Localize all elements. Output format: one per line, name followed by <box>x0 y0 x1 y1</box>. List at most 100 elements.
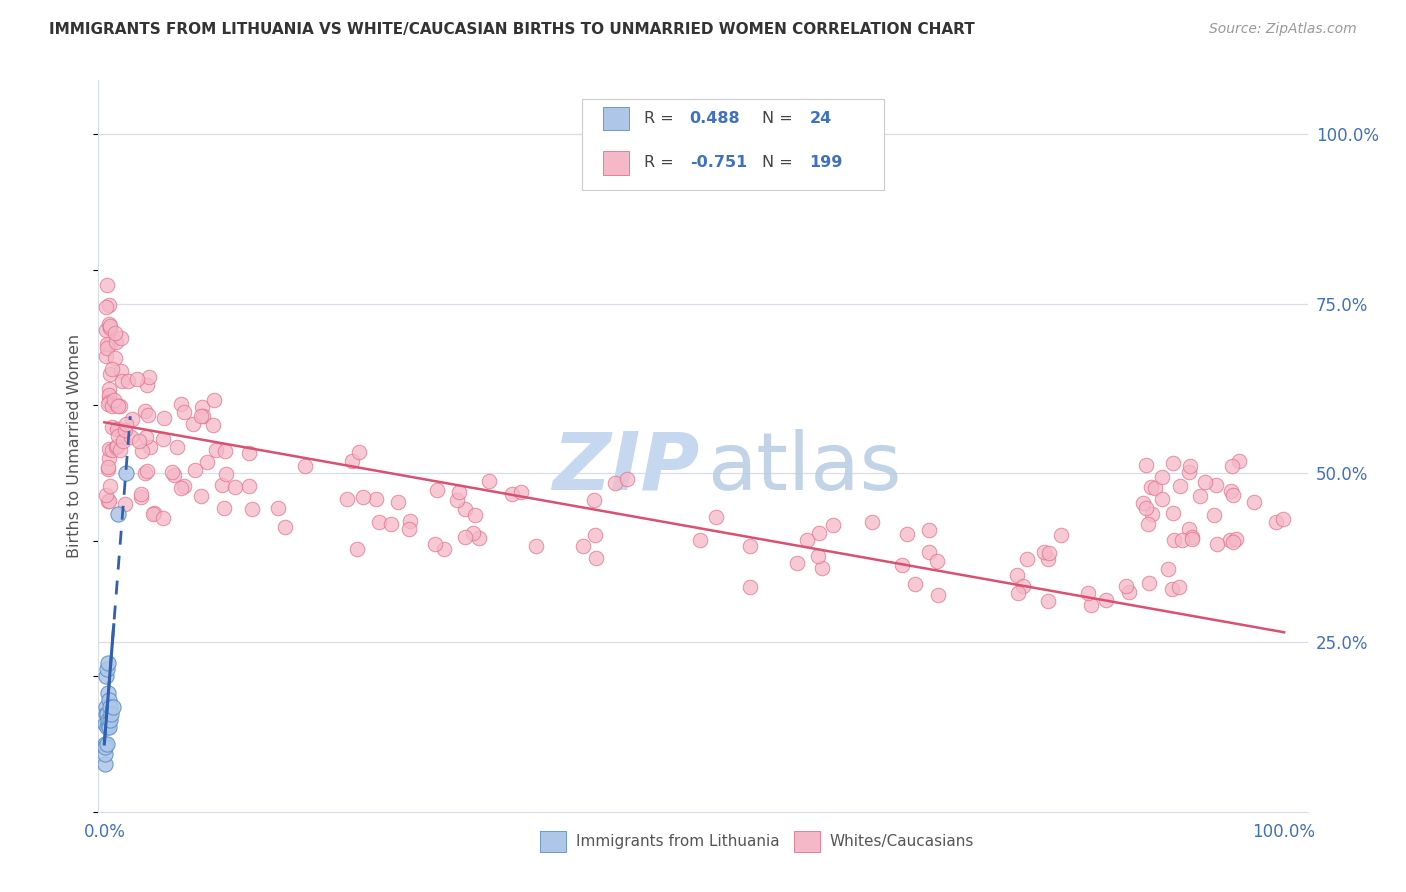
Point <box>128 434 150 449</box>
Point <box>100 706 122 721</box>
Point <box>138 370 160 384</box>
Point <box>98 367 121 381</box>
Point <box>131 443 153 458</box>
Text: atlas: atlas <box>707 429 901 507</box>
Point <box>115 417 138 431</box>
Point <box>184 463 207 477</box>
Point <box>94 747 117 761</box>
Point <box>98 337 121 351</box>
Point <box>94 488 117 502</box>
Point <box>104 440 127 454</box>
FancyBboxPatch shape <box>603 152 630 175</box>
Point <box>605 476 627 491</box>
Point <box>163 467 186 482</box>
Point <box>111 374 134 388</box>
Point <box>1178 522 1201 536</box>
Point <box>811 561 834 575</box>
Point <box>1156 562 1178 576</box>
Point <box>1012 578 1035 592</box>
Point <box>1135 500 1157 515</box>
Y-axis label: Births to Unmarried Women: Births to Unmarried Women <box>67 334 83 558</box>
Point <box>96 277 118 292</box>
Point <box>98 720 121 734</box>
Point <box>107 507 129 521</box>
Point <box>101 362 124 376</box>
Point <box>98 494 121 508</box>
Text: 24: 24 <box>810 111 832 126</box>
Point <box>105 335 128 350</box>
Point <box>1080 598 1102 612</box>
Point <box>97 462 120 476</box>
Point <box>94 737 117 751</box>
Point <box>142 506 165 520</box>
Point <box>1050 528 1073 542</box>
Point <box>136 464 159 478</box>
Point <box>104 351 127 365</box>
Point <box>274 520 297 534</box>
Point <box>152 511 174 525</box>
Point <box>107 399 129 413</box>
Point <box>94 716 117 731</box>
Point <box>202 392 225 407</box>
Point <box>1115 579 1137 593</box>
Point <box>1206 537 1229 551</box>
Point <box>96 349 118 363</box>
Point <box>238 479 260 493</box>
Point <box>1265 516 1288 530</box>
Point <box>267 501 290 516</box>
Point <box>98 321 121 335</box>
Point <box>585 551 607 566</box>
Point <box>94 300 117 314</box>
Point <box>97 714 120 728</box>
Point <box>1038 552 1060 566</box>
Point <box>142 507 165 521</box>
Point <box>918 545 941 559</box>
Point <box>423 537 446 551</box>
Point <box>1007 585 1029 599</box>
Point <box>501 487 523 501</box>
Point <box>240 502 263 516</box>
Point <box>98 714 121 728</box>
FancyBboxPatch shape <box>793 831 820 852</box>
Text: IMMIGRANTS FROM LITHUANIA VS WHITE/CAUCASIAN BIRTHS TO UNMARRIED WOMEN CORRELATI: IMMIGRANTS FROM LITHUANIA VS WHITE/CAUCA… <box>49 22 974 37</box>
Point <box>478 474 501 488</box>
Point <box>689 533 711 547</box>
Point <box>94 699 117 714</box>
Point <box>1168 479 1191 493</box>
Point <box>98 382 121 396</box>
Point <box>807 549 830 564</box>
Point <box>201 418 224 433</box>
Point <box>94 706 117 721</box>
Point <box>97 395 120 409</box>
Point <box>138 408 160 422</box>
Point <box>96 337 118 351</box>
Text: ZIP: ZIP <box>553 429 699 507</box>
Point <box>1140 508 1163 522</box>
Point <box>211 478 233 492</box>
Point <box>107 398 129 412</box>
Point <box>136 378 159 392</box>
Text: Whites/Caucasians: Whites/Caucasians <box>830 834 974 849</box>
Point <box>101 442 124 457</box>
Point <box>105 422 128 436</box>
Point <box>1222 487 1244 501</box>
Text: N =: N = <box>762 155 799 170</box>
Point <box>860 516 883 530</box>
Point <box>1150 492 1173 507</box>
Point <box>205 442 228 457</box>
Point <box>1178 459 1201 474</box>
Point <box>918 523 941 537</box>
Point <box>1271 512 1294 526</box>
Point <box>1137 575 1160 590</box>
Point <box>426 483 449 498</box>
Point <box>349 445 371 459</box>
Text: Immigrants from Lithuania: Immigrants from Lithuania <box>576 834 780 849</box>
Point <box>173 479 195 493</box>
Point <box>212 501 235 516</box>
Point <box>101 699 124 714</box>
Point <box>925 554 948 568</box>
Point <box>100 420 122 434</box>
Point <box>582 493 605 508</box>
Point <box>927 588 949 602</box>
Point <box>97 390 120 404</box>
